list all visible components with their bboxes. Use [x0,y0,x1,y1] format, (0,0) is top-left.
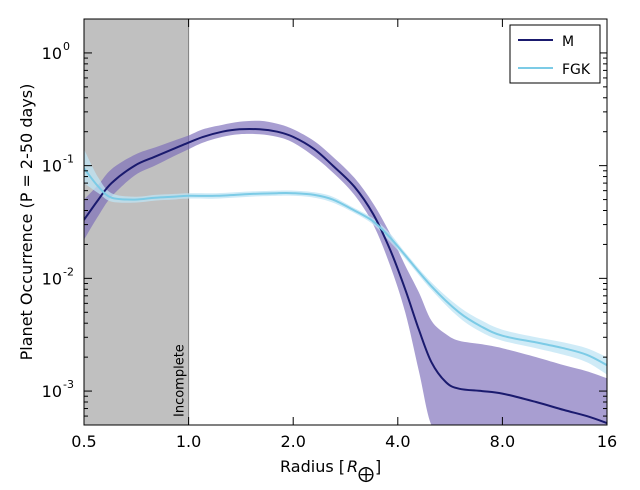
x-tick-label: 0.5 [71,432,96,451]
y-tick-label-exponent: 0 [63,40,70,53]
y-tick-label-base: 10 [42,44,62,63]
x-tick-label: 1.0 [176,432,201,451]
x-axis-label-subscript: ⨁ [358,464,374,483]
x-axis-label: Radius [ R ⨁ ] [280,457,381,483]
band-m [84,120,607,425]
legend: M FGK [509,24,601,84]
y-tick-label-exponent: -2 [63,265,74,278]
y-tick-label: 10 0 [42,40,70,63]
y-tick-label: 10 -1 [42,153,74,176]
x-axis-label-bracket: ] [375,457,381,476]
x-tick-label: 8.0 [490,432,515,451]
x-tick-label: 16 [597,432,617,451]
y-tick-label-base: 10 [42,382,62,401]
y-tick-label-base: 10 [42,269,62,288]
y-tick-label-exponent: -1 [63,153,74,166]
y-tick-label-exponent: -3 [63,378,74,391]
incomplete-region-label: Incomplete [173,344,188,417]
series-line-fgk [84,167,607,366]
legend-label-m: M [562,34,574,50]
legend-box [509,24,601,84]
x-tick-label: 2.0 [280,432,305,451]
y-tick-label: 10 -2 [42,265,74,288]
series-line-m [84,128,607,425]
y-tick-label: 10 -3 [42,378,74,401]
y-tick-label-base: 10 [42,157,62,176]
x-tick-label: 4.0 [385,432,410,451]
y-axis-label: Planet Occurrence (P = 2-50 days) [17,84,36,361]
plot-frame [83,18,608,426]
legend-label-fgk: FGK [562,62,591,78]
x-axis-label-text: Radius [ [280,457,345,476]
x-axis-label-symbol: R [347,457,358,476]
plot-area [84,19,607,425]
band-fgk [84,149,607,375]
incomplete-region [84,19,189,425]
